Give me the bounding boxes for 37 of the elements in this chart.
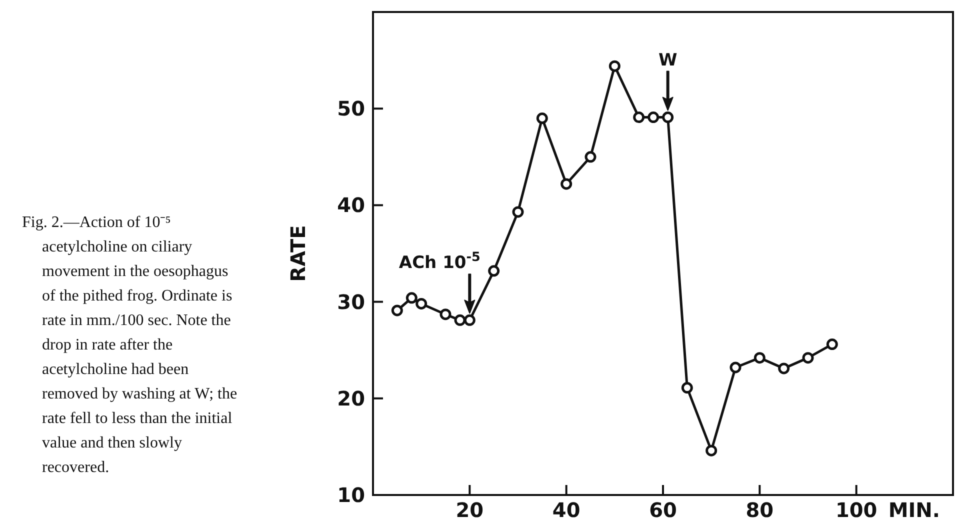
point <box>826 338 838 350</box>
point <box>391 304 403 316</box>
y-axis-title: RATE <box>286 225 310 282</box>
point <box>730 362 742 374</box>
y-tick-label: 50 <box>337 96 365 121</box>
y-tick-label: 30 <box>337 290 365 314</box>
point <box>706 444 718 456</box>
point <box>560 178 572 190</box>
point <box>584 151 596 163</box>
point <box>416 298 428 310</box>
x-tick-label: 40 <box>552 498 580 522</box>
point <box>754 352 766 364</box>
annotation: ACh 10$^{-5}$ <box>398 250 480 274</box>
point <box>512 206 524 218</box>
point <box>633 112 645 124</box>
x-axis-title: MIN. <box>888 498 940 522</box>
y-tick-label: 10 <box>337 483 365 507</box>
text: Fig. 2.—Action of 10⁻⁵ acetylcholine on ciliary movement in the oesophagus of the pithed frog. Ordinate is rate in mm./100 sec. Note the drop in rate after the acetylcholine had been removed by washing at W; the rate fell to less than the initial value and then slowly recovered. <box>22 214 238 476</box>
point <box>488 265 500 277</box>
point <box>464 314 476 326</box>
y-tick-label: 40 <box>337 193 365 218</box>
point <box>440 308 452 320</box>
point <box>662 112 674 124</box>
point <box>648 112 660 124</box>
x-tick-label: 60 <box>649 498 677 522</box>
y-tick-label: 20 <box>337 386 365 410</box>
point <box>802 352 814 364</box>
point <box>536 112 548 124</box>
point <box>406 292 418 304</box>
point <box>454 314 466 326</box>
point <box>608 60 620 72</box>
x-tick-label: 20 <box>456 498 484 522</box>
x-tick-label: 80 <box>746 498 774 522</box>
x-tick-label: 100 <box>835 498 878 522</box>
point <box>778 362 790 374</box>
point <box>681 382 693 394</box>
annotation: W <box>658 50 678 70</box>
